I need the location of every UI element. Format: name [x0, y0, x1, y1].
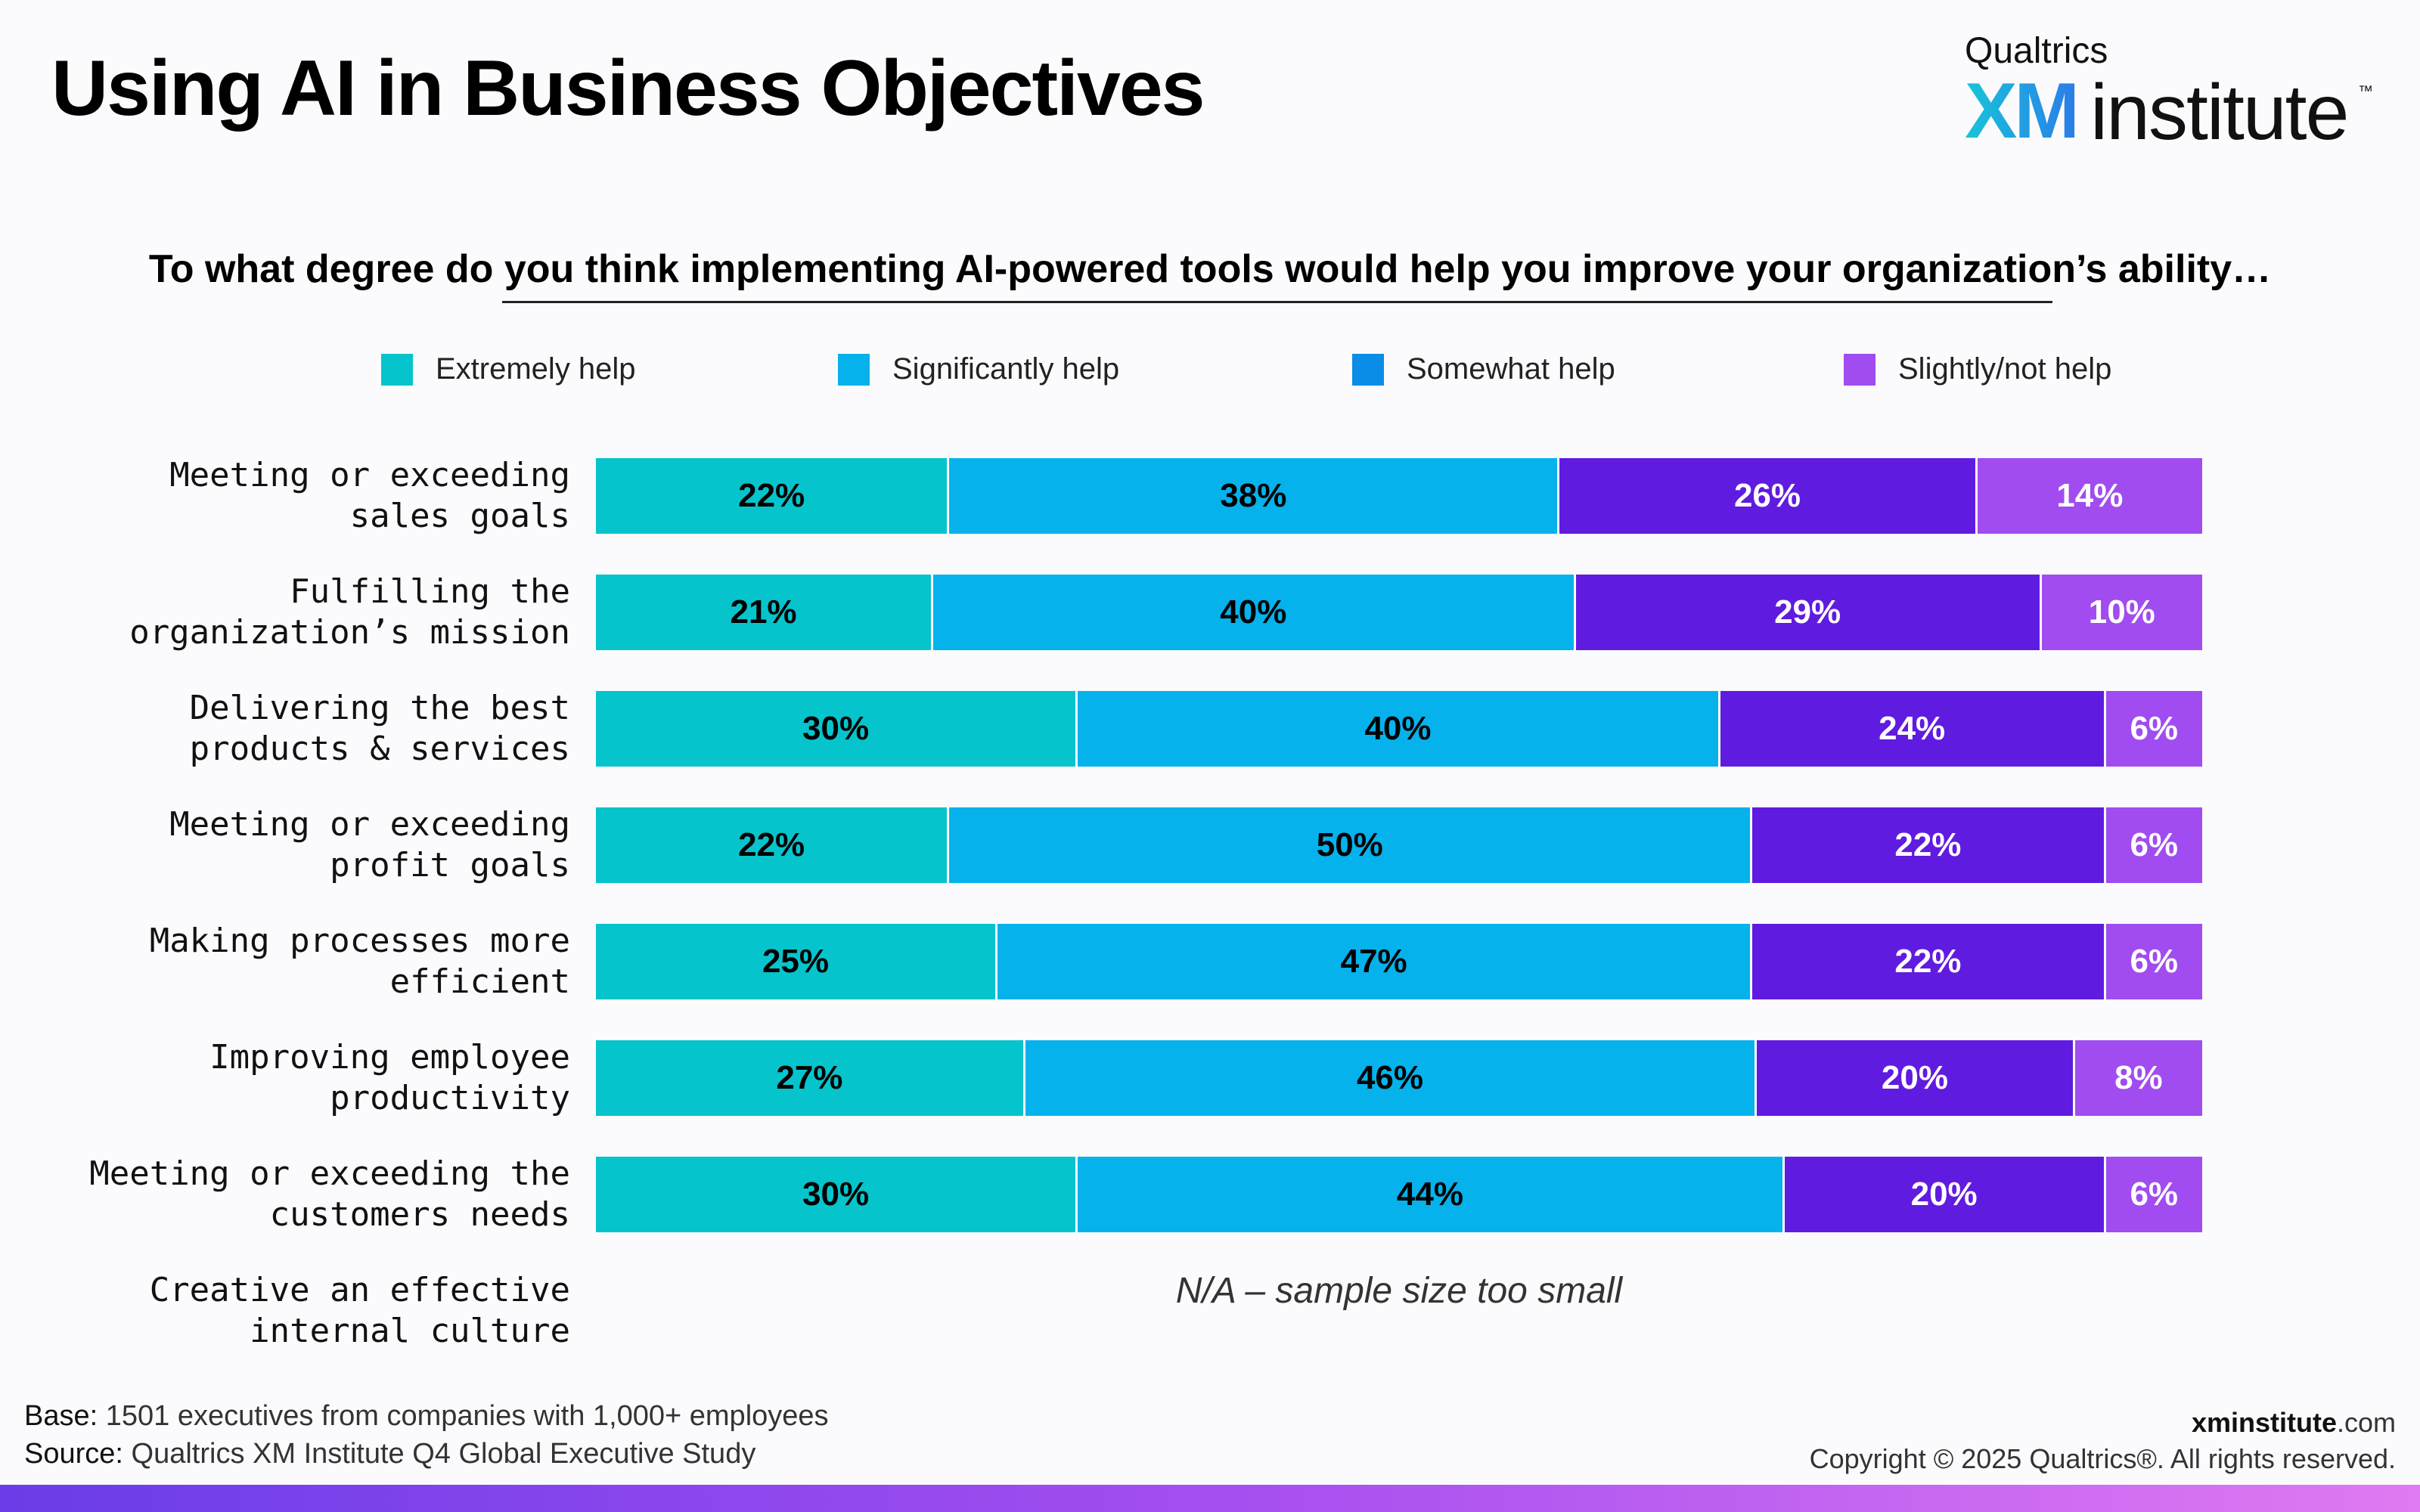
row-label-line: efficient: [389, 962, 570, 1001]
row-label-line: Delivering the best: [189, 689, 570, 727]
legend-label: Somewhat help: [1407, 352, 1615, 386]
legend-label: Slightly/not help: [1898, 352, 2112, 386]
bar-segment: 21%: [596, 575, 934, 650]
bar-segment: 50%: [949, 807, 1753, 883]
bar-segment: 22%: [1752, 924, 2106, 999]
stacked-bar: 27% 46% 20% 8%: [596, 1040, 2202, 1116]
bar-segment: 47%: [997, 924, 1753, 999]
bar-segment: 20%: [1784, 1157, 2106, 1232]
row-label: Meeting or exceeding sales goals: [41, 455, 570, 537]
legend-item-somewhat: Somewhat help: [1352, 352, 1615, 386]
bar-segment: 22%: [1752, 807, 2106, 883]
legend-label: Significantly help: [892, 352, 1120, 386]
legend-swatch: [381, 353, 413, 386]
source-line: Source: Qualtrics XM Institute Q4 Global…: [24, 1438, 756, 1470]
row-label: Meeting or exceeding the customers needs: [41, 1154, 570, 1235]
row-label-line: internal culture: [250, 1312, 570, 1350]
page-title: Using AI in Business Objectives: [51, 45, 1205, 132]
row-label-line: Making processes more: [149, 922, 570, 960]
bar-segment: 30%: [596, 1157, 1078, 1232]
bar-segment: 27%: [596, 1040, 1025, 1116]
bar-segment: 44%: [1078, 1157, 1785, 1232]
bar-segment: 40%: [933, 575, 1576, 650]
stacked-bar: 25% 47% 22% 6%: [596, 924, 2202, 999]
row-label-line: Meeting or exceeding: [169, 805, 570, 844]
row-label: Making processes more efficient: [41, 921, 570, 1002]
footer-copyright: xminstitute.com Copyright © 2025 Qualtri…: [1810, 1405, 2396, 1477]
bar-segment: 10%: [2041, 575, 2202, 650]
legend-item-extremely: Extremely help: [381, 352, 636, 386]
qualtrics-xm-institute-logo: Qualtrics XM institute ™: [1965, 30, 2373, 156]
legend-swatch: [838, 353, 870, 386]
legend-swatch: [1352, 353, 1384, 386]
row-label: Fulfilling the organization’s mission: [41, 572, 570, 653]
bar-segment: 22%: [596, 807, 950, 883]
bar-segment: 6%: [2105, 1157, 2202, 1232]
chart-question: To what degree do you think implementing…: [148, 247, 2272, 291]
bar-segment: 14%: [1977, 458, 2202, 534]
row-label-line: customers needs: [269, 1195, 570, 1234]
website-link[interactable]: xminstitute.com: [2191, 1407, 2396, 1438]
row-label: Delivering the best products & services: [41, 688, 570, 770]
bottom-gradient-band: [0, 1485, 2420, 1512]
chart-legend: Extremely help Significantly help Somewh…: [0, 352, 2420, 398]
stacked-bar: 22% 50% 22% 6%: [596, 807, 2202, 883]
stacked-bar: 30% 40% 24% 6%: [596, 691, 2202, 767]
logo-institute-text: institute: [2090, 69, 2349, 156]
logo-xm-text: XM: [1965, 67, 2080, 155]
na-note: N/A – sample size too small: [1175, 1271, 1623, 1311]
legend-label: Extremely help: [436, 352, 636, 386]
bar-segment: 6%: [2105, 924, 2202, 999]
copyright-text: Copyright © 2025 Qualtrics®. All rights …: [1809, 1443, 2396, 1474]
legend-item-significantly: Significantly help: [838, 352, 1119, 386]
stacked-bar: 22% 38% 26% 14%: [596, 458, 2202, 534]
bar-segment: 40%: [1078, 691, 1720, 767]
question-underline: [502, 301, 2052, 303]
row-label-line: products & services: [189, 730, 570, 768]
logo-qualtrics-text: Qualtrics: [1965, 31, 2108, 71]
row-label: Creative an effective internal culture: [41, 1270, 570, 1352]
row-label-line: Meeting or exceeding: [169, 456, 570, 494]
base-line: Base: 1501 executives from companies wit…: [24, 1400, 829, 1432]
legend-swatch: [1844, 353, 1876, 386]
bar-segment: 22%: [596, 458, 950, 534]
bar-segment: 8%: [2074, 1040, 2202, 1116]
bar-segment: 24%: [1720, 691, 2106, 767]
bar-segment: 6%: [2105, 691, 2202, 767]
bar-segment: 29%: [1575, 575, 2042, 650]
bar-segment: 6%: [2105, 807, 2202, 883]
row-label-line: sales goals: [349, 497, 570, 535]
row-label-line: productivity: [330, 1079, 570, 1117]
row-label-line: organization’s mission: [129, 613, 570, 652]
stacked-bar: 30% 44% 20% 6%: [596, 1157, 2202, 1232]
stacked-bar: 21% 40% 29% 10%: [596, 575, 2202, 650]
bar-segment: 25%: [596, 924, 997, 999]
row-label: Meeting or exceeding profit goals: [41, 804, 570, 886]
row-label-line: Fulfilling the: [290, 572, 570, 611]
row-label-line: Meeting or exceeding the: [89, 1154, 570, 1193]
legend-item-slightly: Slightly/not help: [1844, 352, 2111, 386]
bar-segment: 30%: [596, 691, 1078, 767]
footer-base-source: Base: 1501 executives from companies wit…: [24, 1397, 829, 1473]
logo-trademark: ™: [2358, 83, 2373, 100]
row-label-line: profit goals: [330, 846, 570, 885]
row-label: Improving employee productivity: [41, 1037, 570, 1119]
row-label-line: Improving employee: [209, 1038, 570, 1077]
bar-segment: 38%: [949, 458, 1560, 534]
bar-segment: 26%: [1559, 458, 1978, 534]
row-label-line: Creative an effective: [149, 1271, 570, 1309]
bar-segment: 20%: [1757, 1040, 2075, 1116]
bar-segment: 46%: [1025, 1040, 1758, 1116]
